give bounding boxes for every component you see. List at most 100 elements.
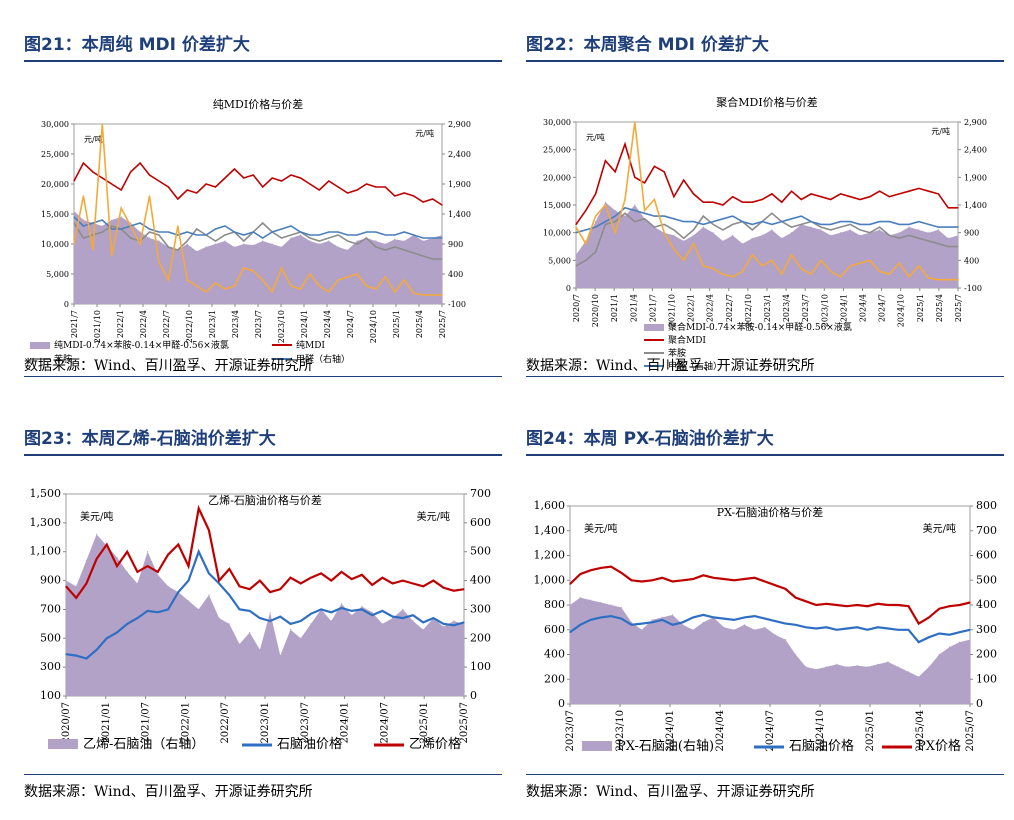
data-point (879, 226, 881, 228)
data-point (224, 225, 226, 227)
data-point (361, 574, 363, 576)
data-point (441, 294, 443, 296)
data-point (754, 615, 756, 617)
data-point (441, 237, 443, 239)
data-point (579, 573, 581, 575)
data-point (167, 608, 169, 610)
data-point (356, 243, 358, 245)
data-point (702, 226, 704, 228)
data-source: 数据来源：Wind、百川盈孚、开源证券研究所 (526, 784, 815, 800)
data-point (205, 291, 207, 293)
data-point (751, 223, 753, 225)
data-point (836, 629, 838, 631)
data-point (356, 189, 358, 191)
data-point (228, 594, 230, 596)
data-point (412, 582, 414, 585)
y-left-tick-label: 1,600 (534, 499, 566, 512)
data-point (375, 231, 377, 233)
source-rule (526, 376, 1004, 377)
data-point (65, 580, 67, 582)
data-point (262, 222, 264, 224)
series-area (576, 202, 958, 288)
y-right-tick-label: 400 (976, 598, 997, 611)
data-point (947, 237, 949, 239)
data-point (375, 246, 377, 248)
data-point (196, 192, 198, 194)
data-point (948, 605, 951, 607)
data-point (969, 601, 971, 604)
x-tick-label: 2025/7 (954, 294, 963, 322)
data-point (290, 225, 292, 227)
data-point (877, 603, 879, 605)
data-point (825, 626, 827, 628)
data-point (888, 234, 890, 236)
legend-label: 聚合MDI (668, 334, 706, 346)
data-point (177, 249, 179, 251)
data-point (653, 226, 655, 228)
y-left-tick-label: 30,000 (41, 120, 69, 129)
chart-title: 聚合MDI价格与价差 (716, 95, 817, 109)
data-point (741, 243, 744, 245)
series-0 (73, 210, 443, 304)
data-point (683, 240, 685, 242)
legend-label: 甲醛（右轴） (296, 353, 350, 365)
data-point (432, 617, 434, 619)
data-point (682, 624, 684, 626)
series-area (570, 597, 970, 704)
legend-label: 甲醛（右轴） (668, 360, 722, 372)
data-point (320, 572, 322, 574)
data-point (243, 267, 245, 269)
x-tick-label: 2024/07 (379, 702, 390, 744)
data-point (849, 196, 851, 198)
data-point (402, 617, 404, 619)
data-point (820, 259, 822, 261)
data-point (722, 229, 724, 231)
data-point (907, 671, 910, 673)
data-point (101, 219, 103, 221)
x-tick-label: 2021/10 (93, 310, 102, 343)
x-tick-label: 2021/1 (610, 294, 619, 322)
data-point (830, 270, 832, 272)
left-unit-label: 美元/吨 (584, 522, 617, 535)
title-rule (526, 60, 1004, 62)
data-point (214, 228, 217, 230)
y-right-tick-label: 500 (470, 545, 491, 558)
data-point (422, 237, 424, 239)
data-point (928, 190, 930, 192)
data-point (959, 604, 961, 606)
data-point (898, 237, 900, 239)
data-point (340, 571, 343, 573)
data-point (610, 604, 612, 606)
data-point (751, 229, 753, 231)
data-point (692, 193, 695, 195)
data-point (859, 223, 861, 225)
series-1 (65, 548, 465, 660)
x-tick-label: 2025/7 (438, 310, 447, 338)
data-point (309, 240, 311, 242)
y-left-tick-label: 0 (566, 284, 571, 293)
data-point (196, 285, 198, 287)
x-tick-label: 2021/7 (70, 310, 79, 338)
data-point (723, 626, 725, 628)
data-point (205, 234, 207, 236)
data-point (830, 223, 832, 225)
data-point (712, 268, 714, 270)
data-point (702, 614, 704, 616)
x-tick-label: 2022/10 (744, 294, 753, 327)
data-point (177, 234, 179, 236)
right-unit-label: 元/吨 (931, 126, 950, 136)
data-point (453, 620, 455, 622)
data-point (167, 246, 169, 248)
data-point (309, 183, 311, 185)
data-point (85, 559, 87, 561)
data-point (856, 604, 858, 606)
series-line (575, 121, 958, 281)
data-point (732, 276, 734, 278)
data-point (702, 621, 704, 623)
data-point (148, 231, 151, 233)
data-point (908, 276, 910, 278)
data-point (673, 248, 675, 250)
data-point (907, 629, 910, 631)
ethylene-naphtha-chart: 乙烯-石脑油价格与价差 100 300 500 700 900 1,100 1,300 1,50… (24, 458, 502, 776)
data-point (938, 653, 940, 656)
